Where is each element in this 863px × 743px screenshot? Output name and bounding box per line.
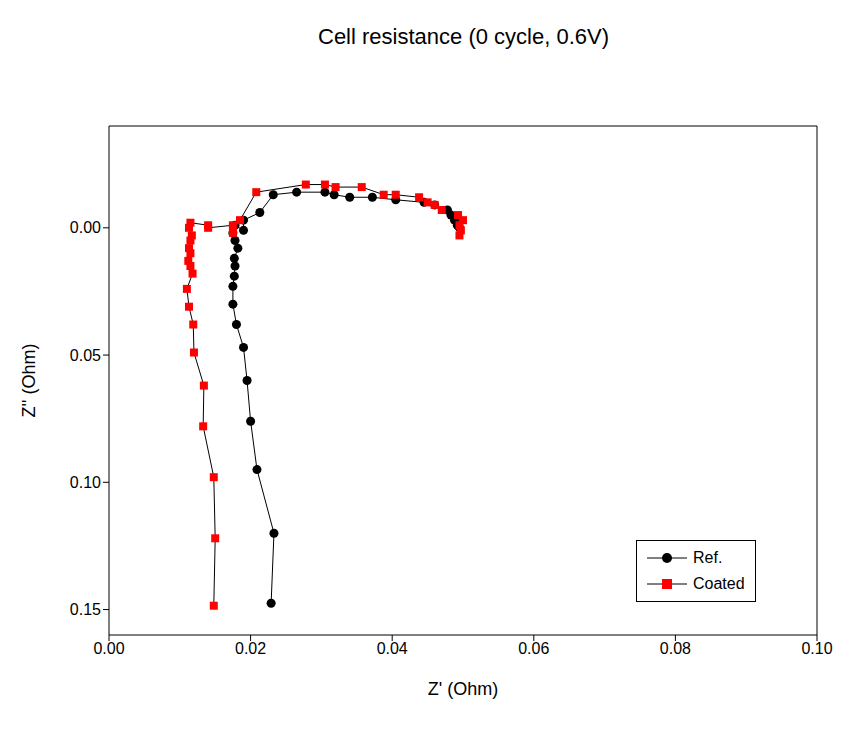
svg-text:0.02: 0.02	[235, 640, 266, 657]
html-text:Ref.: Ref.	[693, 549, 723, 566]
svg-text:0.08: 0.08	[660, 640, 691, 657]
svg-text:0.10: 0.10	[70, 474, 101, 491]
svg-text:Z'' (Ohm): Z'' (Ohm)	[19, 344, 39, 418]
svg-text:0.04: 0.04	[377, 640, 408, 657]
svg-text:0.06: 0.06	[518, 640, 549, 657]
svg-text:Z' (Ohm): Z' (Ohm)	[428, 679, 498, 699]
svg-text:0.00: 0.00	[70, 219, 101, 236]
svg-text:0.00: 0.00	[93, 640, 124, 657]
svg-text:0.10: 0.10	[801, 640, 832, 657]
svg-text:0.05: 0.05	[70, 347, 101, 364]
html-text:Cell resistance (0 cycle, 0.6V: Cell resistance (0 cycle, 0.6V)	[318, 24, 609, 49]
html-text:Coated: Coated	[693, 575, 745, 592]
svg-text:0.15: 0.15	[70, 601, 101, 618]
